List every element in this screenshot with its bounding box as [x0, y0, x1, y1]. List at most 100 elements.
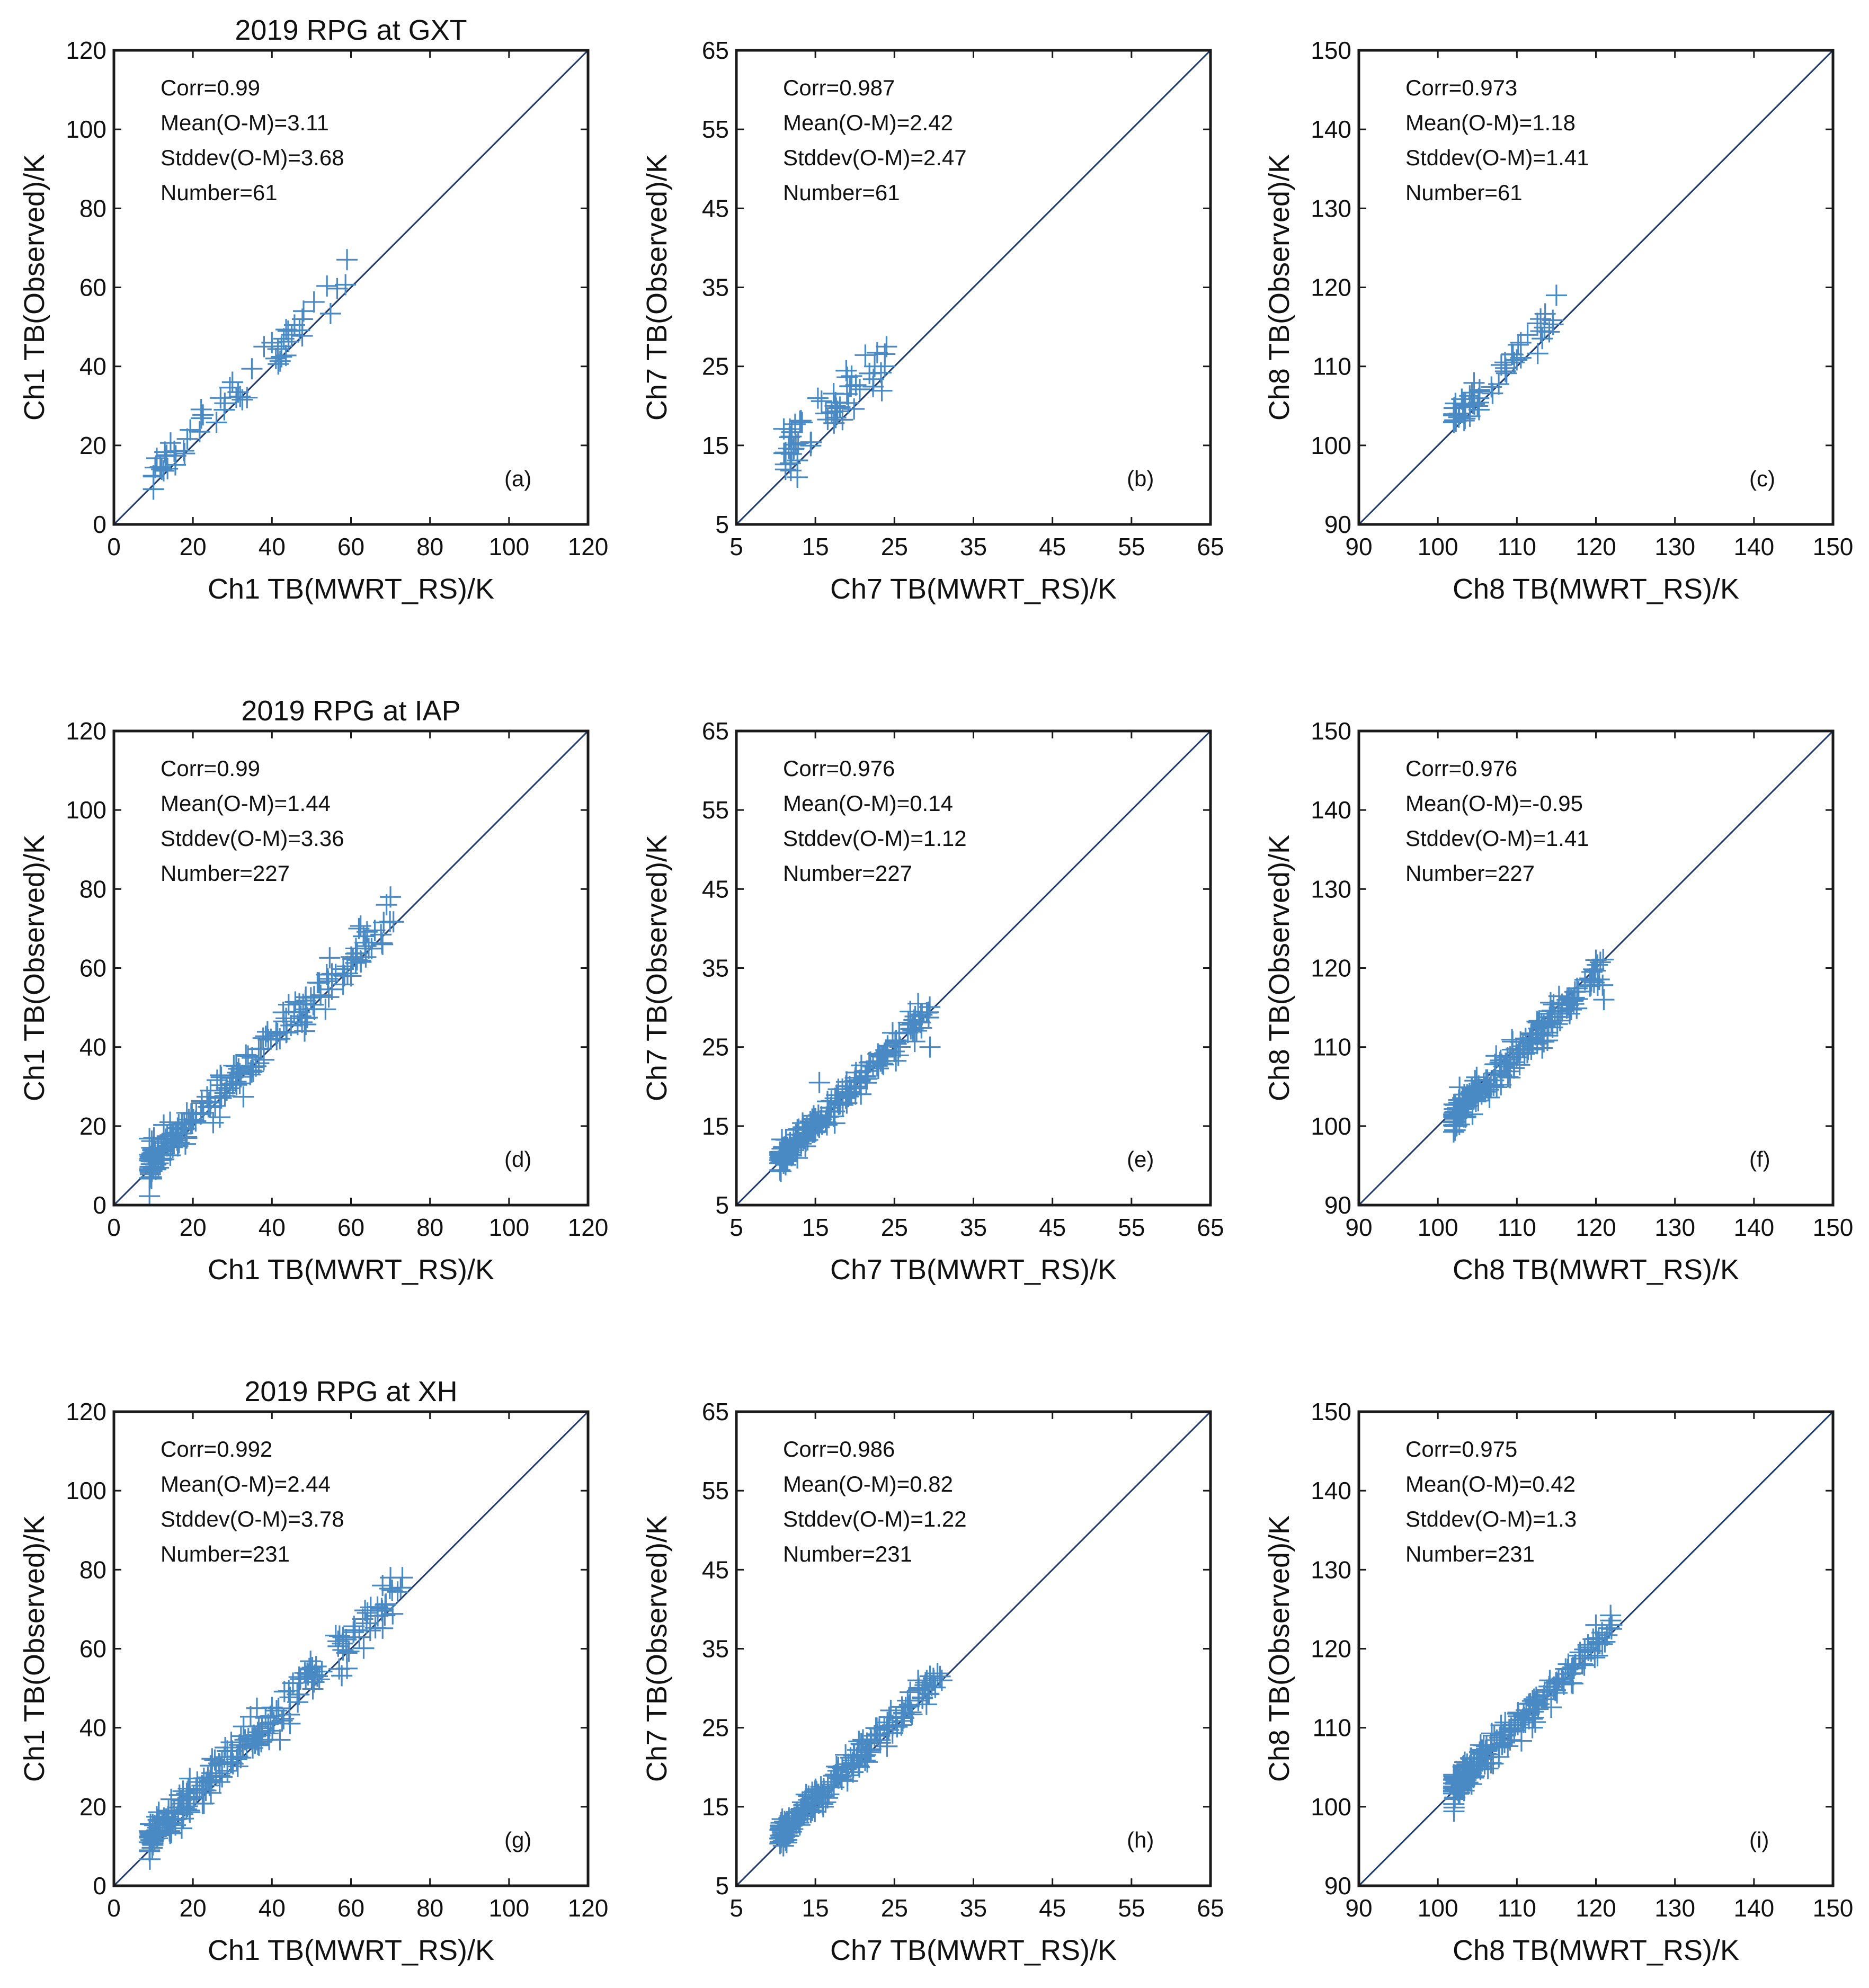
y-tick-label: 25: [702, 1033, 729, 1061]
y-tick-label: 65: [702, 37, 729, 64]
y-tick-label: 80: [79, 875, 106, 903]
data-point: [1496, 362, 1517, 384]
data-point: [900, 1701, 922, 1723]
data-point: [200, 1755, 221, 1777]
data-point: [885, 1050, 907, 1072]
data-point: [355, 1612, 377, 1634]
data-point: [221, 1752, 243, 1773]
data-point: [335, 274, 357, 296]
data-point: [1581, 961, 1603, 983]
data-point: [860, 1730, 882, 1752]
data-point: [1501, 1039, 1523, 1060]
y-tick-label: 90: [1324, 1872, 1351, 1900]
scatter-series: [1443, 949, 1615, 1143]
data-point: [307, 972, 328, 994]
data-point: [1465, 1091, 1487, 1112]
y-tick-label: 45: [702, 875, 729, 903]
stat-annotation: Stddev(O-M)=3.78: [161, 1506, 344, 1531]
y-tick-label: 0: [93, 1191, 106, 1219]
y-tick-label: 65: [702, 1398, 729, 1425]
data-point: [370, 924, 392, 946]
data-point: [877, 1035, 898, 1057]
y-tick-label: 140: [1311, 796, 1351, 824]
y-tick-label: 0: [93, 1872, 106, 1900]
data-point: [153, 1148, 174, 1170]
data-point: [302, 994, 324, 1015]
data-point: [243, 1060, 264, 1082]
axes-frame: [735, 1410, 1212, 1887]
panel-d: 00 20 20 40 40 60 60 80 80 100 100 120 120 Corr=0.99 M…: [19, 695, 608, 1286]
x-tick-label: 0: [107, 1894, 121, 1922]
x-tick-label: 0: [107, 533, 121, 560]
x-tick-label: 25: [881, 1894, 908, 1922]
x-axis-label: Ch8 TB(MWRT_RS)/K: [1453, 573, 1739, 605]
data-point: [328, 1625, 350, 1647]
x-tick-label: 40: [259, 1894, 286, 1922]
axes-frame: [735, 729, 1212, 1207]
x-tick-label: 120: [568, 1214, 609, 1241]
data-point: [855, 1065, 876, 1087]
panel-letter: (f): [1749, 1147, 1770, 1172]
data-point: [824, 1101, 846, 1122]
data-point: [172, 1780, 194, 1802]
data-point: [849, 1069, 871, 1091]
data-point: [862, 376, 884, 397]
y-axis-label: Ch7 TB(Observed)/K: [641, 835, 673, 1101]
stat-annotation: Number=61: [783, 180, 900, 205]
stat-annotation: Corr=0.992: [161, 1437, 272, 1461]
x-axis-label: Ch1 TB(MWRT_RS)/K: [208, 1934, 494, 1966]
x-tick-label: 140: [1733, 1894, 1774, 1922]
scatter-series: [139, 1567, 413, 1870]
data-point: [176, 1127, 198, 1149]
x-tick-label: 40: [259, 1214, 286, 1241]
data-point: [1546, 1013, 1568, 1035]
data-point: [273, 1681, 295, 1702]
data-point: [233, 1086, 254, 1108]
y-tick-label: 55: [702, 1477, 729, 1504]
data-point: [356, 921, 378, 943]
stat-annotation: Number=231: [783, 1541, 912, 1566]
data-point: [180, 419, 201, 441]
x-tick-label: 130: [1654, 1894, 1695, 1922]
scatter-series: [769, 993, 941, 1182]
stat-annotation: Corr=0.976: [1405, 756, 1517, 781]
panel-letter: (e): [1127, 1147, 1154, 1172]
x-tick-label: 65: [1197, 1894, 1224, 1922]
x-tick-label: 140: [1733, 1214, 1774, 1241]
data-point: [855, 344, 876, 366]
axes-frame: [1357, 49, 1835, 526]
data-point: [255, 1707, 277, 1728]
data-point: [793, 1128, 814, 1149]
data-point: [1543, 994, 1564, 1015]
x-tick-label: 40: [259, 533, 286, 560]
data-point: [907, 1670, 929, 1691]
data-point: [1551, 1669, 1573, 1690]
y-tick-label: 25: [702, 1714, 729, 1742]
data-point: [931, 1670, 953, 1691]
data-point: [1459, 405, 1481, 427]
data-point: [1585, 949, 1607, 971]
data-point: [332, 1639, 354, 1661]
data-point: [342, 948, 364, 970]
data-point: [770, 1161, 792, 1182]
data-point: [1468, 387, 1490, 409]
data-point: [191, 1092, 212, 1114]
data-point: [820, 1096, 842, 1118]
data-point: [197, 1767, 219, 1788]
x-axis-label: Ch1 TB(MWRT_RS)/K: [208, 573, 494, 605]
data-point: [167, 1797, 189, 1818]
data-point: [265, 347, 287, 369]
data-point: [808, 1072, 830, 1093]
y-tick-label: 120: [66, 37, 106, 64]
y-tick-label: 100: [66, 796, 106, 824]
x-tick-label: 15: [802, 1214, 829, 1241]
y-axis-label: Ch7 TB(Observed)/K: [641, 154, 673, 421]
y-tick-label: 150: [1311, 1398, 1351, 1425]
data-point: [255, 1026, 277, 1047]
y-axis-label: Ch8 TB(Observed)/K: [1263, 1515, 1295, 1782]
data-point: [1566, 997, 1588, 1019]
y-tick-label: 20: [79, 1112, 106, 1140]
x-tick-label: 110: [1498, 1894, 1536, 1922]
data-point: [1446, 1102, 1468, 1124]
y-tick-label: 15: [702, 1793, 729, 1821]
